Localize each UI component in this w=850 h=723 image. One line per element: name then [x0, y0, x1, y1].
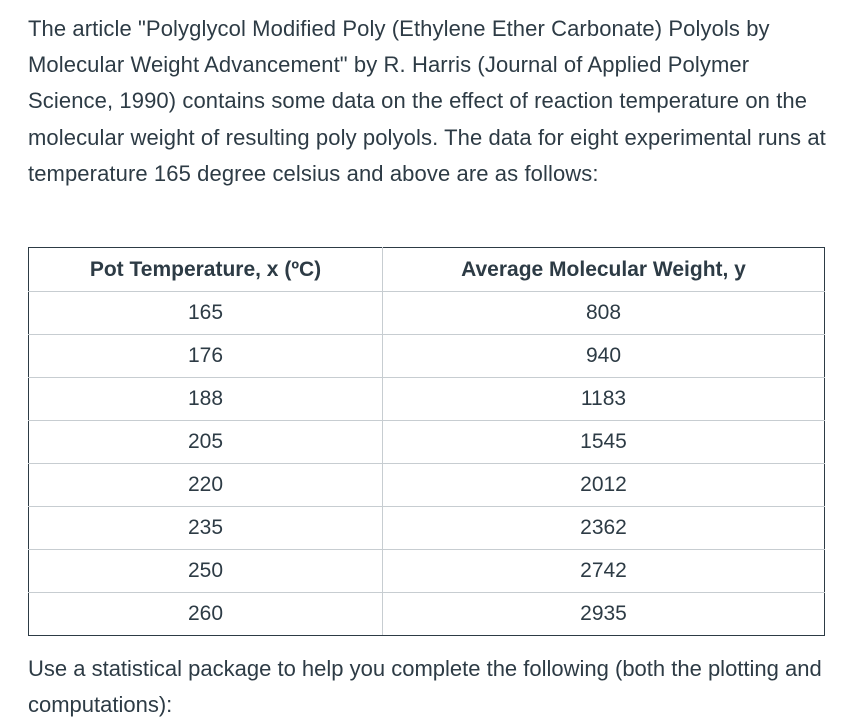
cell-molecular-weight: 1183	[382, 377, 825, 421]
header-pot-temperature: Pot Temperature, x (ºC)	[28, 247, 383, 292]
cell-molecular-weight: 940	[382, 334, 825, 378]
cell-temperature: 205	[28, 420, 383, 464]
table-header-row: Pot Temperature, x (ºC) Average Molecula…	[28, 247, 825, 292]
cell-temperature: 188	[28, 377, 383, 421]
cell-temperature: 220	[28, 463, 383, 507]
cell-molecular-weight: 2012	[382, 463, 825, 507]
table-row: 250 2742	[28, 549, 825, 593]
header-average-molecular-weight: Average Molecular Weight, y	[382, 247, 825, 292]
intro-paragraph: The article "Polyglycol Modified Poly (E…	[28, 16, 826, 186]
data-table: Pot Temperature, x (ºC) Average Molecula…	[28, 247, 825, 636]
cell-molecular-weight: 1545	[382, 420, 825, 464]
table-row: 176 940	[28, 334, 825, 378]
table-row: 188 1183	[28, 377, 825, 421]
table-row: 235 2362	[28, 506, 825, 550]
instruction-paragraph: Use a statistical package to help you co…	[28, 656, 822, 718]
table-row: 205 1545	[28, 420, 825, 464]
table-row: 165 808	[28, 291, 825, 335]
cell-temperature: 260	[28, 592, 383, 636]
cell-temperature: 165	[28, 291, 383, 335]
cell-molecular-weight: 808	[382, 291, 825, 335]
cell-temperature: 250	[28, 549, 383, 593]
table-row: 220 2012	[28, 463, 825, 507]
cell-molecular-weight: 2935	[382, 592, 825, 636]
table-row: 260 2935	[28, 592, 825, 636]
cell-molecular-weight: 2362	[382, 506, 825, 550]
cell-temperature: 176	[28, 334, 383, 378]
cell-molecular-weight: 2742	[382, 549, 825, 593]
cell-temperature: 235	[28, 506, 383, 550]
